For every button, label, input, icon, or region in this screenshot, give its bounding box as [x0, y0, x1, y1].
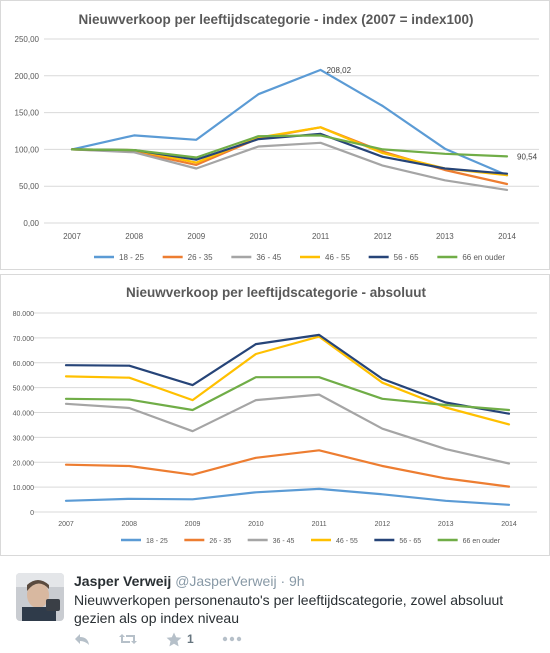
retweet-icon: [119, 634, 137, 644]
author-name[interactable]: Jasper Verweij: [74, 573, 172, 589]
more-icon: [222, 636, 241, 642]
x-tick-label: 2013: [438, 521, 454, 528]
y-tick-label: 10.000: [13, 485, 35, 492]
y-tick-label: 70.000: [13, 336, 35, 343]
x-tick-label: 2014: [498, 232, 516, 241]
absolute-chart: Nieuwverkoop per leeftijdscategorie - ab…: [0, 274, 550, 556]
tweet-header: Jasper Verweij @JasperVerweij · 9h: [74, 573, 305, 589]
y-tick-label: 250,00: [15, 35, 40, 44]
series-line-4: [64, 333, 511, 415]
legend-label: 26 - 35: [209, 538, 231, 545]
legend-label: 18 - 25: [146, 538, 168, 545]
x-tick-label: 2011: [312, 521, 327, 528]
reply-icon: [75, 634, 89, 645]
star-icon: [166, 632, 182, 646]
chart-title: Nieuwverkoop per leeftijdscategorie - in…: [78, 12, 473, 27]
y-tick-label: 20.000: [13, 460, 35, 467]
legend-label: 26 - 35: [188, 253, 213, 262]
retweet-button[interactable]: [118, 632, 138, 646]
y-tick-label: 80.000: [13, 311, 35, 318]
legend-label: 18 - 25: [119, 253, 144, 262]
index-chart-svg: Nieuwverkoop per leeftijdscategorie - in…: [15, 12, 539, 262]
separator-dot: ·: [280, 573, 286, 589]
x-tick-label: 2007: [58, 521, 74, 528]
favorite-button[interactable]: 1: [166, 632, 194, 647]
y-tick-label: 0,00: [23, 219, 39, 228]
tweet-actions: 1: [74, 630, 270, 648]
x-tick-label: 2012: [375, 521, 391, 528]
legend-label: 56 - 65: [394, 253, 419, 262]
index-chart: Nieuwverkoop per leeftijdscategorie - in…: [0, 0, 550, 270]
series-line-2: [64, 393, 511, 465]
x-tick-label: 2011: [312, 232, 330, 241]
x-tick-label: 2013: [436, 232, 454, 241]
x-tick-label: 2008: [121, 521, 137, 528]
x-tick-label: 2007: [63, 232, 81, 241]
series-line-3: [64, 335, 511, 426]
x-tick-label: 2009: [187, 232, 205, 241]
y-tick-label: 0: [30, 510, 34, 517]
tweet[interactable]: Jasper Verweij @JasperVerweij · 9h Nieuw…: [0, 560, 550, 653]
legend-label: 36 - 45: [273, 538, 295, 545]
series-line-5: [70, 134, 509, 159]
series-line-2: [70, 141, 509, 191]
author-handle[interactable]: @JasperVerweij: [175, 573, 277, 589]
avatar[interactable]: [16, 573, 64, 621]
series-line-0: [70, 68, 509, 177]
y-tick-label: 40.000: [13, 411, 35, 418]
data-label: 208,02: [327, 66, 352, 75]
legend-label: 46 - 55: [325, 253, 350, 262]
x-tick-label: 2012: [374, 232, 392, 241]
x-tick-label: 2014: [501, 521, 517, 528]
series-line-5: [64, 376, 511, 412]
y-tick-label: 50.000: [13, 386, 35, 393]
x-tick-label: 2010: [248, 521, 264, 528]
series-line-1: [64, 449, 511, 488]
y-tick-label: 150,00: [15, 109, 40, 118]
y-tick-label: 200,00: [15, 72, 40, 81]
data-label: 90,54: [517, 152, 538, 161]
favorite-count: 1: [187, 632, 194, 646]
y-tick-label: 30.000: [13, 435, 35, 442]
reply-button[interactable]: [74, 632, 90, 646]
tweet-timestamp[interactable]: 9h: [289, 573, 305, 589]
y-tick-label: 100,00: [15, 145, 40, 154]
absolute-chart-svg: Nieuwverkoop per leeftijdscategorie - ab…: [13, 285, 537, 545]
more-button[interactable]: [222, 636, 242, 642]
y-tick-label: 50,00: [19, 182, 40, 191]
x-tick-label: 2009: [185, 521, 201, 528]
legend-label: 56 - 65: [399, 538, 421, 545]
tweet-text: Nieuwverkopen personenauto's per leeftij…: [74, 592, 504, 626]
x-tick-label: 2008: [125, 232, 143, 241]
legend-label: 66 en ouder: [462, 253, 505, 262]
legend-label: 36 - 45: [256, 253, 281, 262]
legend-label: 46 - 55: [336, 538, 358, 545]
series-line-0: [64, 487, 511, 506]
avatar-image: [16, 573, 64, 621]
chart-title: Nieuwverkoop per leeftijdscategorie - ab…: [126, 285, 427, 300]
legend-label: 66 en ouder: [463, 538, 501, 545]
x-tick-label: 2010: [250, 232, 268, 241]
y-tick-label: 60.000: [13, 361, 35, 368]
